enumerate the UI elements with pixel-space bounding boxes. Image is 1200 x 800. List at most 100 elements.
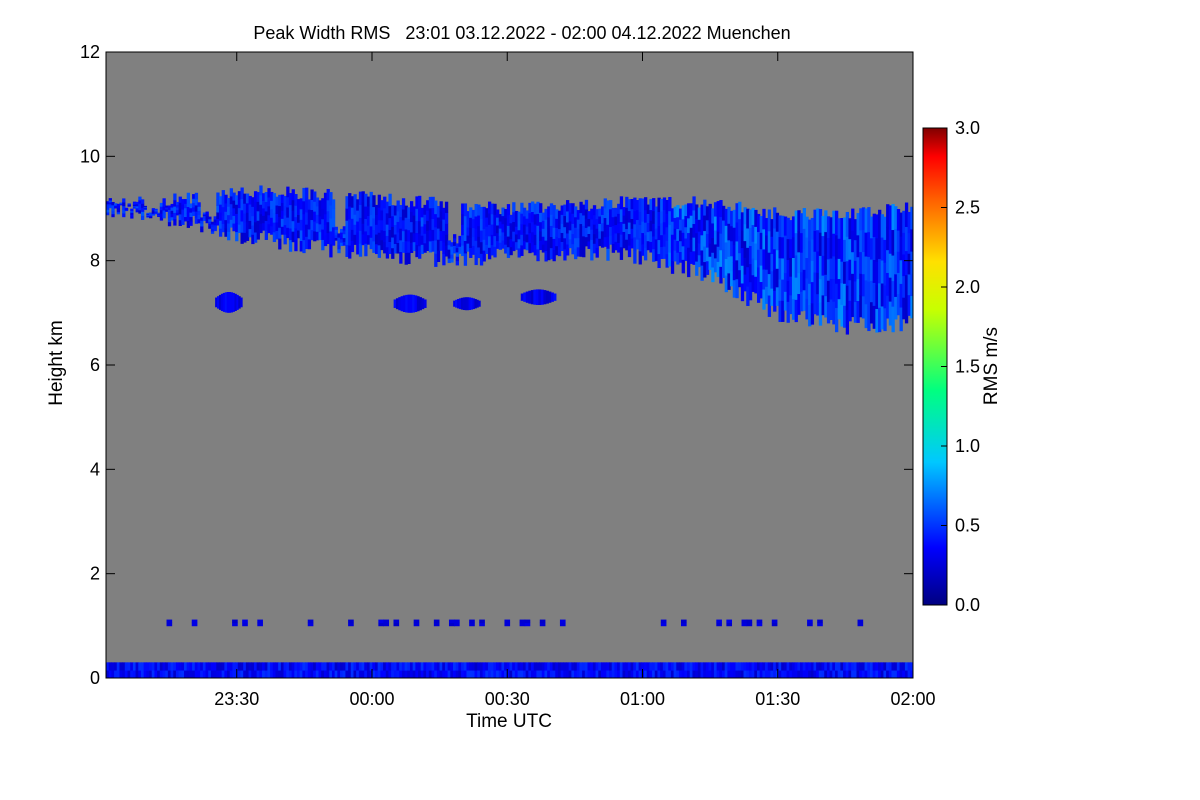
echo-cell xyxy=(590,218,594,230)
echo-sparse-echoes xyxy=(166,619,864,627)
echo-cell xyxy=(614,670,618,678)
echo-cell xyxy=(111,670,115,678)
echo-cell xyxy=(856,256,860,280)
echo-cell xyxy=(433,619,440,624)
echo-cell xyxy=(149,215,153,218)
echo-cell xyxy=(154,211,158,214)
echo-cell xyxy=(805,257,809,279)
echo-cell xyxy=(208,216,212,220)
echo-cell xyxy=(781,236,785,259)
echo-cell xyxy=(372,662,376,671)
echo-cell xyxy=(159,202,164,207)
echo-cell xyxy=(775,231,780,251)
echo-cell xyxy=(633,197,637,212)
echo-cell xyxy=(695,261,699,276)
echo-cell xyxy=(318,216,322,225)
echo-cell xyxy=(167,209,172,215)
echo-cell xyxy=(522,240,527,250)
echo-cell xyxy=(350,207,355,219)
echo-cell xyxy=(181,214,185,220)
echo-cell xyxy=(412,224,416,234)
echo-cell xyxy=(805,298,809,320)
echo-cell xyxy=(800,291,804,312)
echo-cell xyxy=(633,223,637,238)
echo-cell xyxy=(786,217,790,240)
echo-cell xyxy=(687,670,691,678)
echo-cell xyxy=(439,670,443,678)
echo-cell xyxy=(493,670,497,678)
echo-cell xyxy=(329,205,333,219)
echo-cell xyxy=(375,234,379,245)
echo-cell xyxy=(167,217,172,223)
echo-cell xyxy=(350,229,355,241)
echo-cell xyxy=(783,670,788,678)
echo-cell xyxy=(154,670,158,678)
echo-cell xyxy=(159,209,164,214)
echo-cell xyxy=(221,198,225,208)
echo-cell xyxy=(668,662,672,671)
echo-cell xyxy=(654,249,659,262)
echo-cell xyxy=(474,203,478,217)
echo-cell xyxy=(773,670,777,678)
echo-cell xyxy=(550,292,554,302)
echo-cell xyxy=(447,244,451,250)
echo-cell xyxy=(111,201,115,206)
echo-cell xyxy=(369,203,373,216)
echo-cell xyxy=(522,207,527,217)
echo-cell xyxy=(708,230,712,244)
echo-cell xyxy=(638,250,642,265)
echo-cell xyxy=(218,294,222,310)
echo-cell xyxy=(159,662,164,671)
echo-cell xyxy=(442,219,446,232)
echo-cell xyxy=(614,224,618,234)
echo-cell xyxy=(135,207,139,211)
echo-cell xyxy=(609,217,613,228)
echo-cell xyxy=(722,220,726,235)
echo-cell xyxy=(810,239,815,261)
echo-cell xyxy=(401,198,406,210)
echo-cell xyxy=(759,662,763,671)
echo-cell xyxy=(426,662,430,671)
echo-cell xyxy=(248,662,252,671)
echo-cell xyxy=(555,218,559,228)
echo-cell xyxy=(315,670,320,678)
echo-cell xyxy=(681,232,685,247)
echo-cell xyxy=(848,300,852,322)
echo-cell xyxy=(504,217,508,228)
echo-cell xyxy=(536,662,540,671)
echo-cell xyxy=(151,662,156,671)
echo-cell xyxy=(504,244,508,254)
echo-cell xyxy=(735,278,739,299)
echo-cell xyxy=(173,193,177,201)
echo-cell xyxy=(463,252,468,266)
echo-cell xyxy=(192,198,196,204)
echo-cell xyxy=(622,670,626,678)
echo-cell xyxy=(713,662,718,671)
echo-cell xyxy=(157,213,161,215)
echo-cell xyxy=(194,662,199,671)
echo-cell xyxy=(228,292,232,313)
echo-cell xyxy=(609,670,613,678)
echo-cell xyxy=(504,662,508,671)
echo-cell xyxy=(891,670,895,678)
echo-cell xyxy=(436,250,441,262)
echo-cell xyxy=(157,214,161,216)
echo-cell xyxy=(904,670,909,678)
echo-cell xyxy=(775,662,780,671)
echo-cell xyxy=(740,212,745,231)
echo-cell xyxy=(888,670,893,678)
echo-cell xyxy=(781,670,785,678)
echo-cell xyxy=(606,248,610,261)
echo-cell xyxy=(824,274,828,297)
echo-cell xyxy=(544,240,548,252)
echo-cell xyxy=(810,217,815,240)
echo-cell xyxy=(627,670,632,678)
echo-cell xyxy=(259,185,263,196)
echo-cell xyxy=(175,207,180,211)
echo-cell xyxy=(189,207,193,213)
echo-cell xyxy=(668,238,672,253)
echo-cell xyxy=(501,662,505,671)
echo-cell xyxy=(428,196,433,209)
echo-cell xyxy=(861,295,866,319)
echo-cell xyxy=(805,216,809,238)
